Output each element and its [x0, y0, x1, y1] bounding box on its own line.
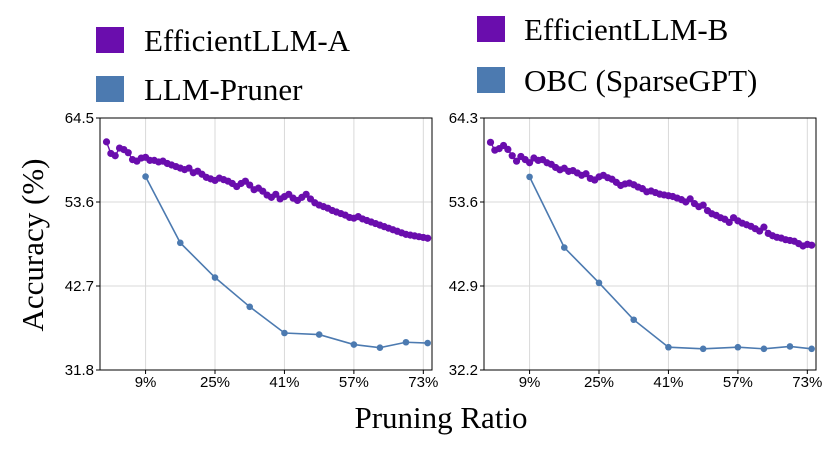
legend-swatch-efficientllm-a	[96, 27, 124, 53]
y-tick-label: 42.9	[449, 278, 478, 295]
data-point	[699, 345, 707, 353]
data-point	[111, 152, 119, 160]
data-point	[665, 343, 672, 351]
x-tick-label: 41%	[653, 374, 683, 391]
data-point	[595, 279, 603, 287]
data-point	[350, 341, 358, 348]
data-point	[176, 239, 184, 247]
data-point	[725, 218, 733, 227]
data-point	[734, 343, 742, 351]
data-point	[124, 149, 132, 157]
x-tick-label: 9%	[135, 374, 157, 391]
y-tick-label: 53.6	[65, 194, 94, 211]
data-point	[508, 152, 516, 160]
data-point	[786, 343, 794, 350]
y-tick-label: 32.2	[449, 362, 478, 379]
legend-left: EfficientLLM-A LLM-Pruner	[96, 23, 351, 107]
data-point	[699, 201, 707, 209]
legend-label-llm-pruner: LLM-Pruner	[144, 72, 303, 107]
data-point	[525, 159, 534, 167]
legend-swatch-llm-pruner	[96, 76, 124, 102]
data-point	[760, 223, 768, 231]
legend-label-efficientllm-a: EfficientLLM-A	[144, 23, 351, 58]
x-tick-label: 73%	[408, 374, 438, 391]
legend-label-efficientllm-b: EfficientLLM-B	[524, 12, 728, 47]
series-line-obc-sparsegpt	[528, 176, 812, 350]
x-tick-label: 57%	[723, 374, 753, 391]
y-axis-title: Accuracy (%)	[15, 159, 50, 332]
y-tick-label: 53.6	[449, 194, 478, 211]
y-tick-label: 64.5	[65, 110, 94, 127]
x-tick-label: 25%	[200, 374, 230, 391]
data-point	[686, 195, 694, 203]
data-point	[315, 331, 323, 338]
data-point	[808, 241, 816, 249]
series-line-llm-pruner	[144, 176, 428, 349]
data-point	[281, 329, 288, 337]
legend-right: EfficientLLM-B OBC (SparseGPT)	[477, 12, 757, 98]
legend-swatch-obc-sparsegpt	[477, 67, 505, 93]
data-point	[760, 345, 768, 353]
data-point	[486, 138, 495, 146]
data-point	[512, 157, 521, 165]
legend-swatch-efficientllm-b	[477, 16, 505, 42]
data-point	[582, 170, 590, 178]
x-tick-label: 25%	[584, 374, 614, 391]
data-point	[302, 190, 310, 198]
data-point	[376, 344, 384, 351]
x-axis-title: Pruning Ratio	[354, 400, 527, 435]
data-point	[185, 164, 193, 172]
plot-frame	[99, 117, 433, 371]
x-tick-label: 9%	[519, 374, 541, 391]
x-tick-label: 57%	[339, 374, 369, 391]
data-point	[526, 173, 533, 181]
data-point	[630, 316, 638, 324]
panel-right: 9% 25% 41% 57% 73% 32.2 42.9 53.6 64.3	[449, 110, 822, 391]
y-tick-label: 31.8	[65, 362, 94, 379]
x-tick-label: 73%	[792, 374, 822, 391]
data-point	[424, 339, 431, 347]
data-point	[246, 181, 254, 189]
data-point	[211, 274, 219, 281]
data-point	[560, 244, 568, 251]
legend-label-obc-sparsegpt: OBC (SparseGPT)	[524, 63, 757, 98]
panel-left: 9% 25% 41% 57% 73% 31.8 42.7 53.6 64.5	[65, 110, 439, 391]
data-point	[246, 303, 254, 311]
x-tick-label: 41%	[269, 374, 299, 391]
data-point	[808, 345, 815, 353]
data-point	[424, 234, 432, 242]
data-point	[102, 138, 111, 146]
y-tick-label: 42.7	[65, 278, 94, 295]
data-point	[504, 145, 512, 154]
plot-frame	[483, 117, 817, 371]
data-point	[142, 173, 149, 180]
data-point	[272, 190, 280, 198]
y-tick-label: 64.3	[449, 110, 478, 127]
data-point	[402, 338, 410, 346]
